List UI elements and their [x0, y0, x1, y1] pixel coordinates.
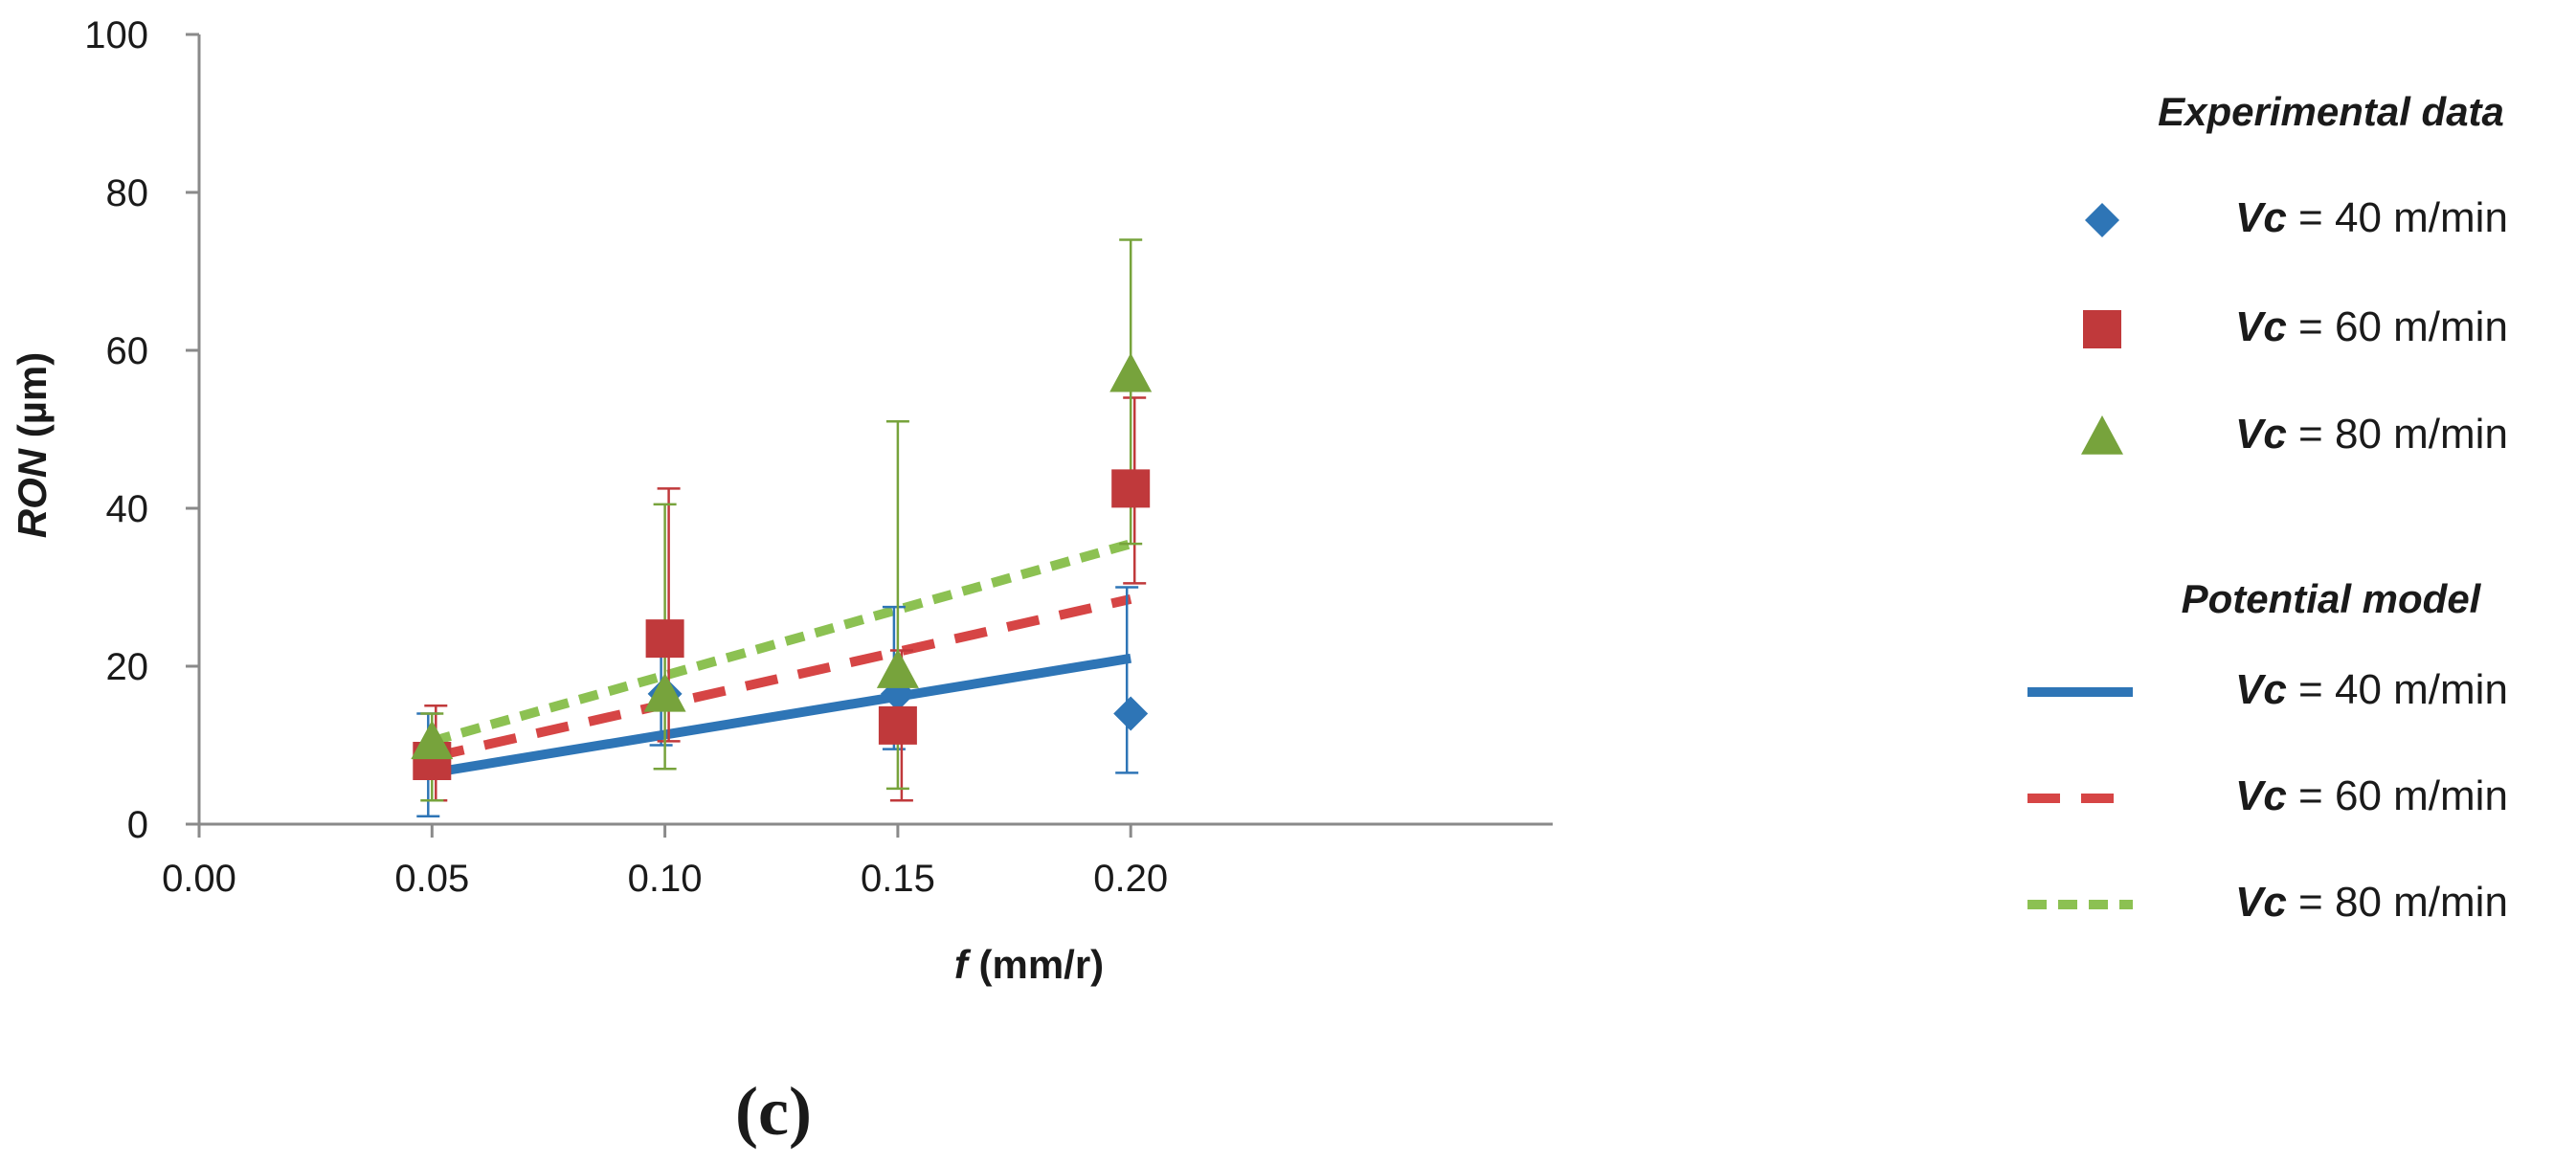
y-axis-title-rest: (µm) — [10, 352, 55, 449]
legend-label-italic: Vc — [2235, 303, 2287, 350]
legend-label-rest: = 80 m/min — [2287, 879, 2508, 926]
y-tick-label: 0 — [127, 804, 148, 846]
x-tick-label: 0.15 — [861, 858, 935, 900]
y-tick-label: 60 — [106, 330, 149, 372]
legend-label-rest: = 60 m/min — [2287, 772, 2508, 819]
y-axis-title: RON (µm) — [10, 352, 55, 539]
legend-marker-square — [2083, 310, 2121, 348]
legend-item-exp-vc80: Vc = 80 m/min — [2081, 411, 2508, 458]
data-point-vc60 — [878, 705, 917, 745]
data-point-vc80 — [411, 720, 454, 760]
x-axis-ticks: 0.00 0.05 0.10 0.15 0.20 — [162, 824, 1168, 900]
legend-experimental-title: Experimental data — [2158, 89, 2504, 134]
x-tick-label: 0.05 — [394, 858, 469, 900]
data-point-vc80 — [1109, 352, 1153, 392]
x-tick-label: 0.00 — [162, 858, 236, 900]
legend-label: Vc = 60 m/min — [2235, 303, 2508, 350]
x-axis-title-rest: (mm/r) — [968, 942, 1104, 987]
legend-item-model-vc40: Vc = 40 m/min — [2027, 666, 2508, 713]
legend-label: Vc = 80 m/min — [2235, 879, 2508, 926]
legend-label: Vc = 80 m/min — [2235, 411, 2508, 458]
x-tick-label: 0.20 — [1093, 858, 1168, 900]
legend-label: Vc = 40 m/min — [2235, 666, 2508, 713]
legend-model-title: Potential model — [2182, 576, 2482, 621]
legend-item-model-vc60: Vc = 60 m/min — [2027, 772, 2508, 819]
legend-item-exp-vc60: Vc = 60 m/min — [2083, 303, 2508, 350]
model-line-vc60 — [431, 593, 1132, 762]
data-markers — [411, 352, 1153, 780]
legend-label-italic: Vc — [2235, 666, 2287, 713]
data-point-vc60 — [645, 619, 684, 659]
data-point-vc80 — [643, 672, 686, 712]
legend-item-exp-vc40: Vc = 40 m/min — [2085, 194, 2508, 241]
y-axis-title-italic: RON — [10, 447, 55, 538]
panel-label: (c) — [735, 1073, 812, 1150]
legend-label: Vc = 60 m/min — [2235, 772, 2508, 819]
data-point-vc60 — [1111, 469, 1151, 508]
legend-marker-diamond — [2085, 203, 2119, 237]
legend-label-rest: = 60 m/min — [2287, 303, 2508, 350]
model-line-vc40 — [431, 653, 1132, 778]
error-bars — [416, 238, 1147, 817]
x-tick-label: 0.10 — [628, 858, 703, 900]
x-axis-title-italic: f — [954, 942, 972, 987]
legend-label-rest: = 40 m/min — [2287, 666, 2508, 713]
legend-label-rest: = 80 m/min — [2287, 411, 2508, 458]
legend-marker-triangle — [2081, 415, 2123, 455]
y-axis-ticks: 0 20 40 60 80 100 — [84, 14, 199, 846]
model-lines — [430, 539, 1132, 778]
legend-label-italic: Vc — [2235, 879, 2287, 926]
data-point-vc80 — [876, 649, 919, 688]
error-bar-vc40 — [1115, 586, 1139, 774]
x-axis-title: f (mm/r) — [954, 942, 1104, 987]
legend-label: Vc = 40 m/min — [2235, 194, 2508, 241]
legend-label-italic: Vc — [2235, 411, 2287, 458]
y-tick-label: 40 — [106, 488, 149, 530]
y-tick-label: 100 — [84, 14, 148, 56]
legend-label-italic: Vc — [2235, 772, 2287, 819]
plot-area: 0.00 0.05 0.10 0.15 0.20 0 20 40 60 80 100 — [84, 14, 1553, 900]
y-tick-label: 80 — [106, 172, 149, 214]
data-point-vc40 — [1113, 696, 1149, 731]
legend-label-italic: Vc — [2235, 194, 2287, 241]
legend-item-model-vc80: Vc = 80 m/min — [2027, 879, 2508, 926]
y-tick-label: 20 — [106, 646, 149, 688]
legend-label-rest: = 40 m/min — [2287, 194, 2508, 241]
